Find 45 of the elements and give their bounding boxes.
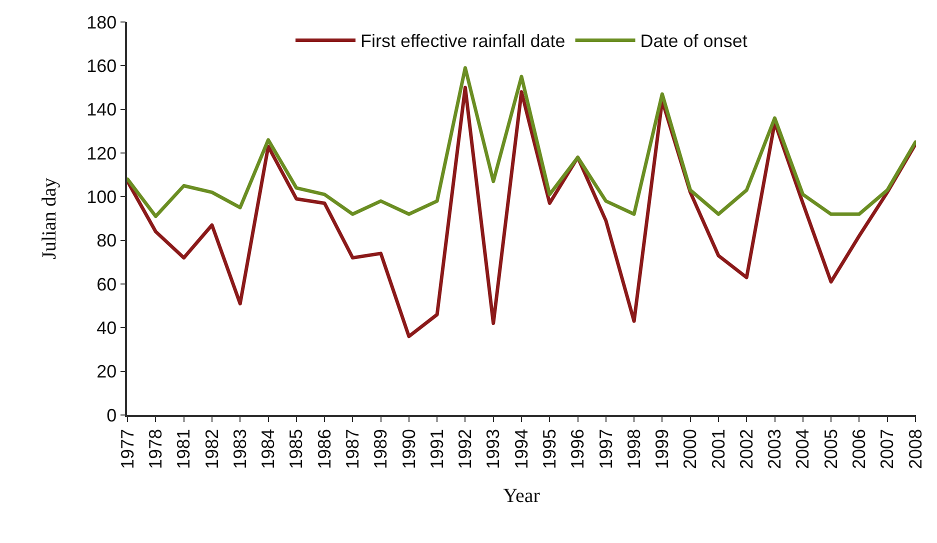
x-tick-label: 1987 xyxy=(342,428,363,469)
x-tick-label: 1998 xyxy=(624,428,644,469)
x-tick-label: 1984 xyxy=(258,428,278,469)
x-tick-label: 2005 xyxy=(820,428,841,469)
x-tick-label: 1982 xyxy=(202,428,222,469)
x-tick-label: 1996 xyxy=(568,428,588,469)
x-tick-label: 2004 xyxy=(792,428,813,469)
x-tick-label: 1992 xyxy=(455,428,476,469)
y-tick-label: 180 xyxy=(86,12,117,32)
x-tick-label: 1997 xyxy=(596,428,616,469)
x-tick-label: 1978 xyxy=(146,428,166,469)
x-tick-label: 1993 xyxy=(483,428,504,469)
legend-label: Date of onset xyxy=(640,31,748,52)
y-tick-label: 140 xyxy=(86,100,117,120)
x-tick-label: 2003 xyxy=(764,428,785,469)
x-tick-label: 1994 xyxy=(511,428,532,469)
line-series xyxy=(127,66,916,218)
x-tick-label: 1990 xyxy=(398,428,419,469)
x-tick-label: 1985 xyxy=(286,428,306,469)
x-tick-label: 1977 xyxy=(117,428,138,469)
y-tick-label: 20 xyxy=(96,362,117,382)
legend-label: First effective rainfall date xyxy=(360,31,566,52)
x-tick-label: 1981 xyxy=(174,428,194,469)
x-tick-label: 1989 xyxy=(370,428,391,469)
x-tick-label: 1983 xyxy=(230,428,250,469)
x-tick-label: 2002 xyxy=(736,428,756,469)
y-tick-label: 80 xyxy=(96,230,117,251)
x-tick-label: 1999 xyxy=(652,428,672,469)
y-tick-label: 120 xyxy=(86,143,117,164)
x-tick-label: 2000 xyxy=(680,428,700,469)
y-tick-label: 0 xyxy=(106,405,117,426)
x-tick-label: 2006 xyxy=(849,428,870,469)
line-series xyxy=(127,86,916,338)
y-axis-title: Julian day xyxy=(38,178,61,260)
x-tick-label: 2007 xyxy=(877,428,898,469)
y-tick-label: 160 xyxy=(86,56,117,76)
y-tick-label: 60 xyxy=(96,274,117,294)
x-tick-label: 1995 xyxy=(539,428,560,469)
x-tick-label: 2001 xyxy=(708,428,728,469)
x-tick-label: 1991 xyxy=(426,428,447,469)
x-tick-label: 1986 xyxy=(314,428,334,469)
y-tick-label: 40 xyxy=(96,318,117,338)
x-tick-label: 2008 xyxy=(905,428,926,469)
y-tick-label: 100 xyxy=(86,186,117,207)
x-axis-title: Year xyxy=(503,484,540,507)
